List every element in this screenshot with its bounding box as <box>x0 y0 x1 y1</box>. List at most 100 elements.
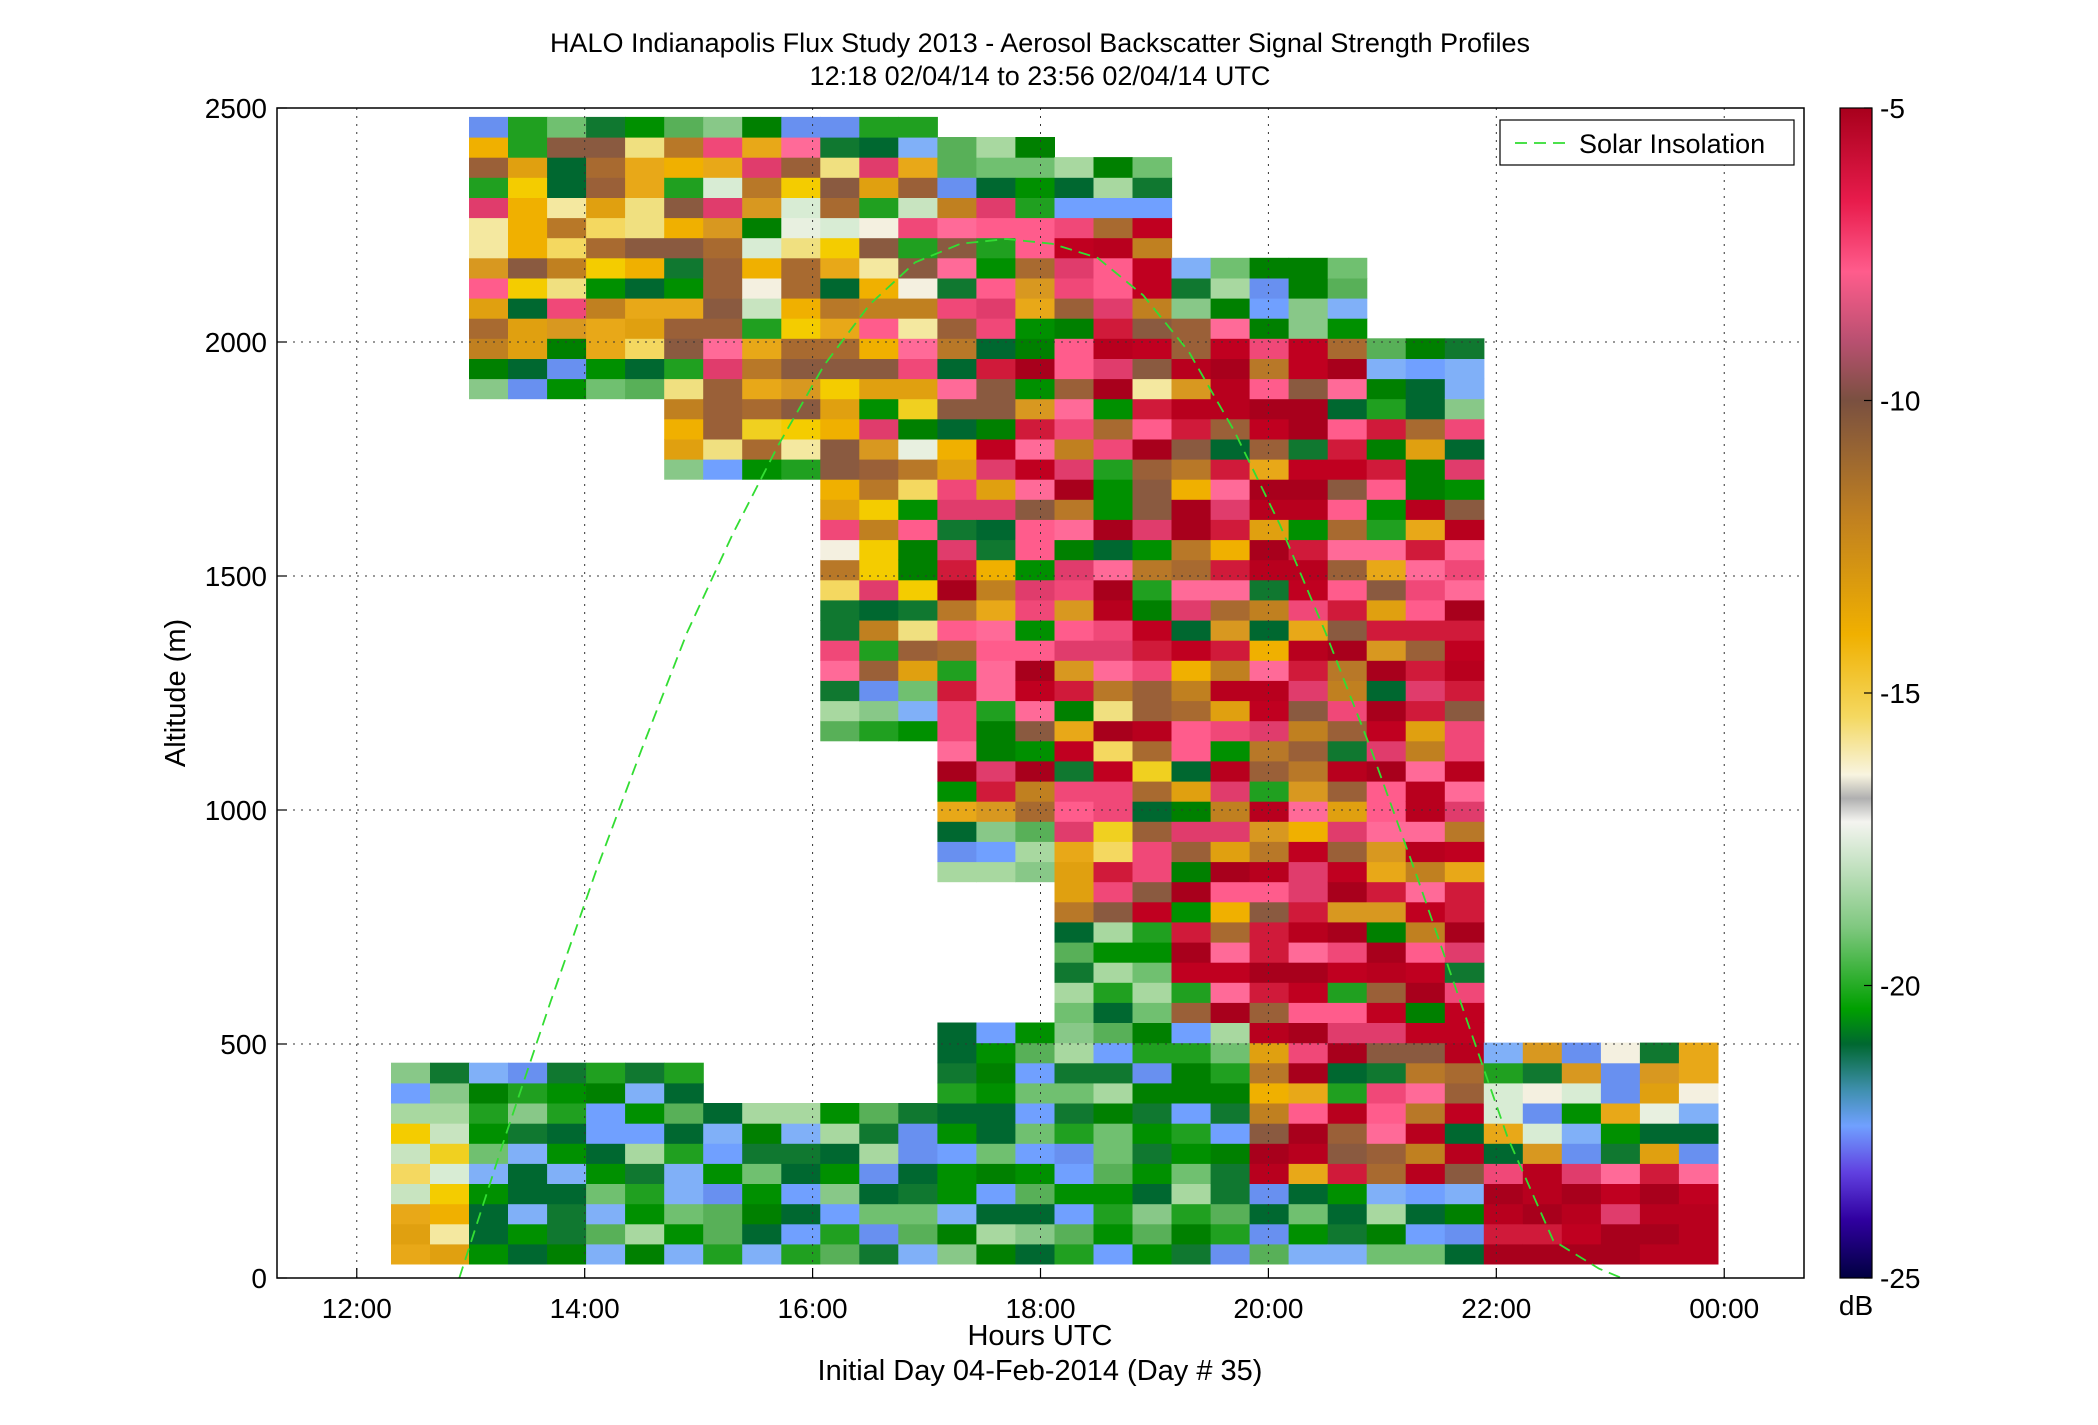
heatmap-cell <box>1093 962 1134 983</box>
heatmap-cell <box>1054 982 1095 1003</box>
heatmap-cell <box>703 298 743 319</box>
heatmap-cell <box>1054 157 1095 178</box>
heatmap-cell <box>1249 378 1290 400</box>
y-tick-label: 1000 <box>205 795 267 826</box>
heatmap-cell <box>1444 1103 1485 1124</box>
heatmap-cell <box>859 720 899 742</box>
heatmap-cell <box>1171 599 1212 621</box>
heatmap-cell <box>1288 1062 1329 1084</box>
heatmap-cell <box>1054 1042 1095 1064</box>
heatmap-cell <box>1171 841 1212 863</box>
heatmap-cell <box>781 1163 821 1184</box>
heatmap-cell <box>469 318 509 339</box>
heatmap-cell <box>976 720 1016 742</box>
heatmap-cell <box>430 1243 470 1265</box>
heatmap-cell <box>703 378 743 400</box>
heatmap-cell <box>937 660 977 681</box>
heatmap-cell <box>703 459 743 480</box>
heatmap-cell <box>1054 579 1095 601</box>
heatmap-cell <box>625 358 665 380</box>
heatmap-cell <box>1678 1103 1719 1124</box>
heatmap-cell <box>1288 660 1329 681</box>
heatmap-cell <box>1249 459 1290 480</box>
heatmap-cell <box>742 1143 782 1164</box>
heatmap-cell <box>898 499 938 520</box>
heatmap-cell <box>976 298 1016 319</box>
heatmap-cell <box>1444 821 1485 842</box>
heatmap-cell <box>937 1223 977 1245</box>
heatmap-cell <box>1522 1042 1563 1064</box>
heatmap-cell <box>1171 1082 1212 1104</box>
heatmap-cell <box>1366 801 1407 822</box>
heatmap-cell <box>391 1123 431 1144</box>
heatmap-cell <box>1288 318 1329 339</box>
heatmap-cell <box>1171 740 1212 762</box>
heatmap-cell <box>1015 1042 1055 1064</box>
heatmap-cell <box>1210 459 1251 480</box>
heatmap-cell <box>742 177 782 198</box>
x-tick-label: 14:00 <box>550 1293 620 1324</box>
heatmap-cell <box>1015 438 1055 460</box>
heatmap-cell <box>1366 861 1407 883</box>
y-tick-label: 2000 <box>205 327 267 358</box>
heatmap-cell <box>1405 700 1446 722</box>
heatmap-cell <box>781 1103 821 1124</box>
heatmap-cell <box>586 197 626 219</box>
heatmap-cell <box>937 459 977 480</box>
heatmap-cell <box>820 680 860 702</box>
heatmap-cell <box>937 318 977 339</box>
heatmap-cell <box>1054 1223 1095 1245</box>
heatmap-cell <box>1171 921 1212 943</box>
heatmap-cell <box>625 257 665 279</box>
heatmap-cell <box>1327 640 1368 661</box>
heatmap-cell <box>1639 1082 1680 1104</box>
heatmap-cell <box>664 398 704 420</box>
heatmap-cell <box>937 620 977 641</box>
heatmap-cell <box>625 1183 665 1205</box>
heatmap-cell <box>742 298 782 319</box>
heatmap-cell <box>1210 1203 1251 1225</box>
heatmap-cell <box>1249 277 1290 299</box>
heatmap-cell <box>1444 921 1485 943</box>
heatmap-cell <box>742 378 782 400</box>
heatmap-cell <box>1093 881 1134 903</box>
heatmap-cell <box>937 418 977 440</box>
heatmap-cell <box>547 116 587 138</box>
heatmap-cell <box>1132 479 1173 500</box>
heatmap-cell <box>625 1223 665 1245</box>
heatmap-cell <box>1327 398 1368 420</box>
heatmap-cell <box>976 418 1016 440</box>
heatmap-cell <box>898 338 938 359</box>
heatmap-cell <box>1093 519 1134 541</box>
heatmap-cell <box>1327 680 1368 702</box>
heatmap-cell <box>1132 177 1173 198</box>
heatmap-cell <box>547 237 587 259</box>
heatmap-cell <box>1210 760 1251 782</box>
heatmap-cell <box>1561 1123 1602 1144</box>
heatmap-cell <box>1210 680 1251 702</box>
heatmap-cell <box>1288 801 1329 822</box>
heatmap-cell <box>508 298 548 319</box>
heatmap-cell <box>1522 1183 1563 1205</box>
heatmap-cell <box>1288 1002 1329 1023</box>
heatmap-cell <box>742 137 782 158</box>
heatmap-cell <box>1444 338 1485 359</box>
heatmap-cell <box>1015 1103 1055 1124</box>
heatmap-cell <box>976 861 1016 883</box>
heatmap-cell <box>1405 660 1446 681</box>
heatmap-cell <box>1054 942 1095 963</box>
heatmap-cell <box>1444 519 1485 541</box>
heatmap-cell <box>547 137 587 158</box>
heatmap-cell <box>898 1163 938 1184</box>
heatmap-cell <box>976 539 1016 561</box>
heatmap-cell <box>1210 539 1251 561</box>
heatmap-cell <box>1288 358 1329 380</box>
heatmap-cell <box>703 137 743 158</box>
heatmap-cell <box>742 217 782 239</box>
heatmap-cell <box>1327 1123 1368 1144</box>
heatmap-cell <box>1054 801 1095 822</box>
heatmap-cell <box>976 519 1016 541</box>
heatmap-cell <box>1444 1183 1485 1205</box>
heatmap-cell <box>469 1062 509 1084</box>
heatmap-cell <box>1015 398 1055 420</box>
